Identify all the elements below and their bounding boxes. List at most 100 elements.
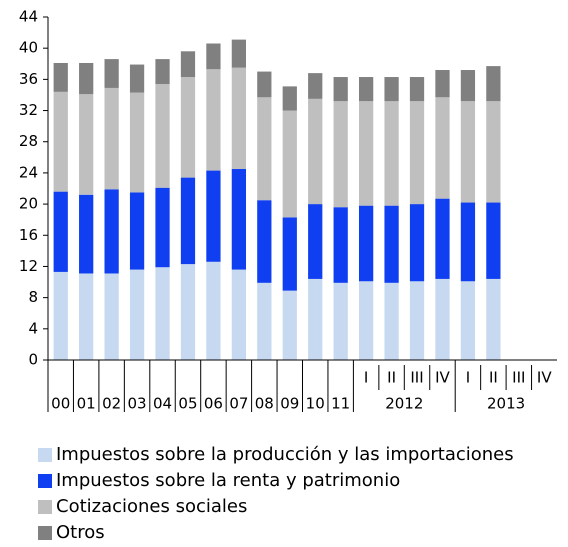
- bar-segment: [409, 281, 425, 360]
- bar-segment: [231, 169, 247, 270]
- y-tick-label: 44: [19, 8, 38, 26]
- bar-segment: [409, 204, 425, 282]
- bar-segment: [53, 271, 68, 360]
- x-tick-label: III: [512, 369, 525, 387]
- bar-segment: [333, 282, 348, 360]
- bar-segment: [333, 207, 348, 283]
- legend-swatch: [38, 474, 52, 488]
- x-tick-label: III: [410, 369, 423, 387]
- bar-segment: [308, 73, 323, 99]
- bar-segment: [282, 290, 297, 360]
- legend-swatch: [38, 526, 52, 540]
- bar-segment: [104, 59, 119, 88]
- bar-segment: [155, 267, 170, 360]
- bar-segment: [435, 278, 450, 360]
- x-tick-label: 01: [77, 395, 96, 413]
- legend-label: Impuestos sobre la producción y las impo…: [56, 444, 514, 465]
- bar-segment: [384, 101, 399, 206]
- bar-segment: [180, 51, 196, 78]
- bar-segment: [257, 200, 272, 283]
- bar-segment: [308, 278, 323, 360]
- y-tick-label: 4: [28, 319, 38, 337]
- bar-segment: [53, 91, 68, 192]
- bar-segment: [231, 67, 247, 170]
- bar-segment: [308, 204, 323, 279]
- bar-segment: [358, 101, 374, 206]
- bar-segment: [486, 66, 501, 102]
- bar-segment: [384, 282, 399, 360]
- bar-segment: [180, 177, 196, 265]
- legend-label: Otros: [56, 522, 105, 543]
- bar-segment: [257, 282, 272, 360]
- bar-segment: [104, 87, 119, 190]
- bar-segment: [460, 101, 476, 203]
- bar-segment: [460, 202, 476, 282]
- bar-segment: [257, 71, 272, 98]
- bar-segment: [79, 194, 94, 274]
- y-tick-label: 12: [19, 257, 38, 275]
- x-tick-label: 05: [178, 395, 197, 413]
- bar-segment: [358, 281, 374, 360]
- bar-segment: [409, 101, 425, 205]
- bar-segment: [79, 273, 94, 360]
- bar-segment: [206, 261, 221, 360]
- x-tick-label: 02: [102, 395, 121, 413]
- bar-segment: [486, 278, 501, 360]
- x-tick-label: I: [466, 369, 470, 387]
- bar-segment: [155, 84, 170, 188]
- y-tick-label: 16: [19, 226, 38, 244]
- bar-segment: [180, 264, 196, 360]
- bar-segment: [79, 62, 94, 95]
- bar-segment: [384, 77, 399, 102]
- bar-segment: [333, 77, 348, 102]
- legend-label: Impuestos sobre la renta y patrimonio: [56, 470, 400, 491]
- x-tick-label: 08: [255, 395, 274, 413]
- bar-segment: [257, 97, 272, 201]
- y-tick-label: 20: [19, 195, 38, 213]
- legend-swatch: [38, 448, 52, 462]
- bar-segment: [206, 170, 221, 262]
- bar-segment: [155, 187, 170, 268]
- bar-segment: [282, 110, 297, 218]
- x-tick-label: IV: [435, 369, 450, 387]
- y-tick-label: 40: [19, 39, 38, 57]
- x-tick-label: 00: [51, 395, 70, 413]
- bar-segment: [155, 59, 170, 85]
- bar-segment: [282, 86, 297, 111]
- bar-segment: [486, 202, 501, 279]
- bar-segment: [409, 77, 425, 102]
- bar-segment: [460, 281, 476, 360]
- bar-segment: [180, 77, 196, 178]
- bar-segment: [231, 269, 247, 360]
- bar-segment: [384, 205, 399, 283]
- x-tick-label: 04: [153, 395, 172, 413]
- bar-segment: [231, 39, 247, 68]
- legend-label: Cotizaciones sociales: [56, 496, 247, 517]
- y-tick-label: 36: [19, 70, 38, 88]
- x-tick-label: 10: [306, 395, 325, 413]
- bar-segment: [129, 92, 145, 193]
- bar-segment: [486, 101, 501, 203]
- bar-segment: [129, 192, 145, 270]
- bar-segment: [358, 205, 374, 282]
- bar-segment: [435, 198, 450, 279]
- bar-segment: [282, 217, 297, 291]
- x-tick-label: 09: [280, 395, 299, 413]
- bar-segment: [79, 94, 94, 195]
- bar-segment: [206, 69, 221, 171]
- bar-segment: [358, 77, 374, 102]
- bar-segment: [333, 101, 348, 208]
- bar-segment: [460, 70, 476, 102]
- bar-segment: [435, 70, 450, 98]
- x-tick-label: IV: [537, 369, 552, 387]
- y-tick-label: 24: [19, 163, 38, 181]
- y-tick-label: 32: [19, 101, 38, 119]
- x-tick-label: II: [387, 369, 396, 387]
- legend-swatch: [38, 500, 52, 514]
- bar-segment: [104, 189, 119, 274]
- bar-segment: [53, 62, 68, 92]
- y-tick-label: 0: [28, 351, 38, 369]
- x-tick-label: I: [364, 369, 368, 387]
- x-group-label: 2013: [487, 395, 525, 413]
